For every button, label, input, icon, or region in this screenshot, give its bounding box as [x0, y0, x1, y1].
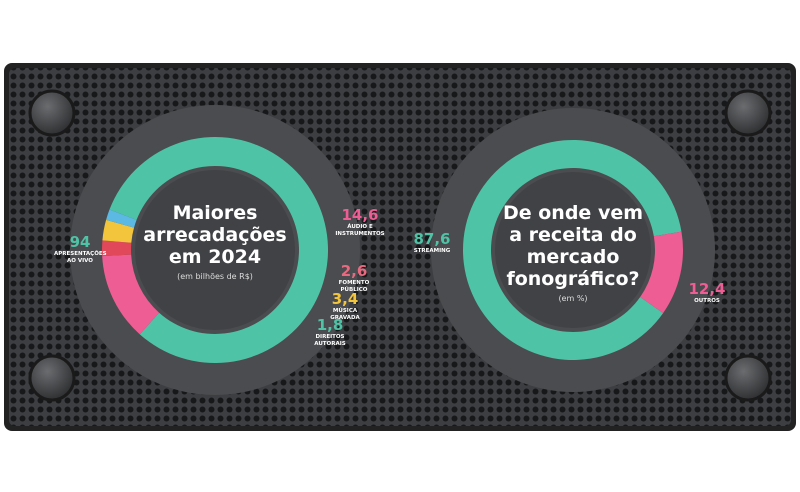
value-label: 87,6 — [413, 230, 451, 248]
category-label: OUTROS — [694, 298, 720, 304]
donut-segment — [106, 209, 137, 228]
value-label: 1,8 — [316, 316, 344, 334]
value-label: 12,4 — [688, 280, 726, 298]
value-label: 3,4 — [331, 290, 359, 308]
chart-subtitle: (em bilhões de R$) — [177, 272, 253, 281]
donut-segment — [640, 231, 683, 314]
category-label: STREAMING — [413, 248, 451, 254]
category-label: MÚSICA GRAVADA — [330, 308, 360, 321]
knob — [724, 354, 772, 402]
segment-label: 2,6 FOMENTO PÚBLICO — [319, 264, 389, 294]
value-label: 2,6 — [340, 262, 368, 280]
category-label: DIREITOS AUTORAIS — [314, 334, 346, 347]
segment-label: 3,4 MÚSICA GRAVADA — [310, 292, 380, 322]
donut-segment — [102, 254, 160, 335]
value-label: 94 — [69, 233, 91, 251]
segment-label: 1,8 DIREITOS AUTORAIS — [295, 318, 365, 348]
segment-label: 94 APRESENTAÇÕES AO VIVO — [45, 235, 115, 265]
category-label: APRESENTAÇÕES AO VIVO — [54, 251, 107, 264]
donut-segment — [102, 240, 132, 257]
segment-label: 12,4 OUTROS — [672, 282, 742, 305]
knob — [28, 354, 76, 402]
category-label: FOMENTO PÚBLICO — [338, 280, 370, 293]
hub — [135, 170, 295, 330]
segment-label: 14,6 ÁUDIO E INSTRUMENTOS — [325, 208, 395, 238]
hub — [495, 172, 651, 328]
value-label: 14,6 — [341, 206, 379, 224]
chart-title: Maiores arrecadações em 2024 — [143, 202, 287, 268]
knob — [28, 89, 76, 137]
chart-subtitle: (em %) — [558, 294, 588, 303]
segment-label: 87,6 STREAMING — [397, 232, 467, 255]
knob — [724, 89, 772, 137]
donut-segment — [102, 219, 135, 243]
chart-title: De onde vem a receita do mercado fonográ… — [502, 202, 644, 290]
category-label: ÁUDIO E INSTRUMENTOS — [335, 224, 385, 237]
